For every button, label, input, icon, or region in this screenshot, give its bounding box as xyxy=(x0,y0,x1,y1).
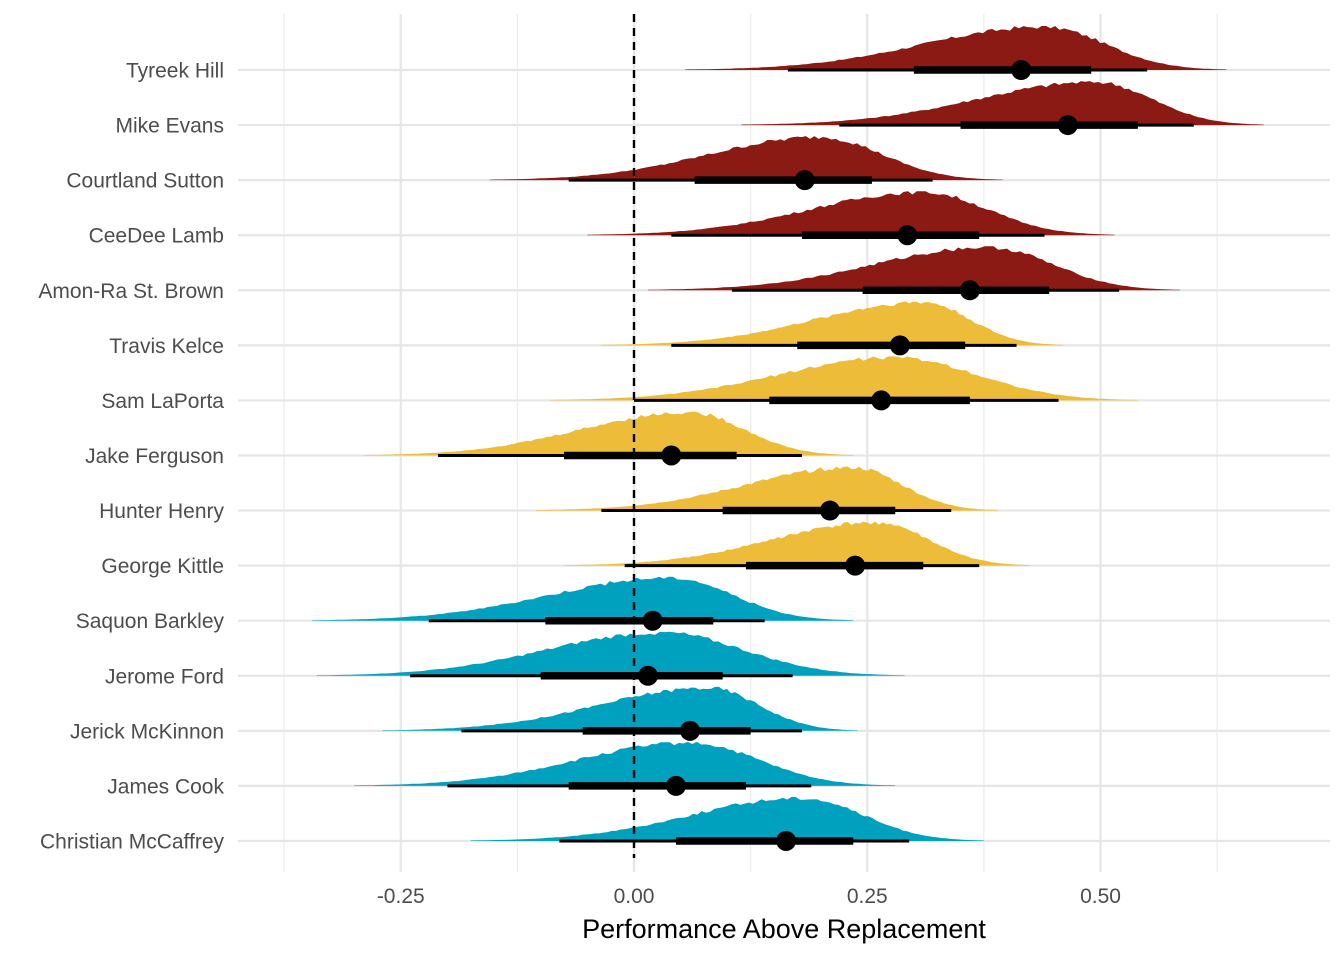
density-jake-ferguson xyxy=(363,411,854,456)
row-label: Jake Ferguson xyxy=(85,445,224,468)
x-tick-label: 0.25 xyxy=(847,885,888,908)
median-point-mike-evans xyxy=(1057,115,1078,136)
x-tick-label: -0.25 xyxy=(377,885,425,908)
density-jerome-ford xyxy=(316,631,905,676)
row-label: George Kittle xyxy=(101,555,224,578)
density-travis-kelce xyxy=(601,301,1064,346)
median-point-ceedee-lamb xyxy=(897,225,918,246)
median-point-tyreek-hill xyxy=(1011,60,1032,80)
interval-layer xyxy=(410,60,1194,851)
median-point-courtland-sutton xyxy=(794,170,815,191)
x-axis-title: Performance Above Replacement xyxy=(582,914,986,944)
median-point-christian-mccaffrey xyxy=(776,830,797,851)
median-point-james-cook xyxy=(665,775,686,796)
x-tick-label: 0.50 xyxy=(1080,885,1121,908)
density-jerick-mckinnon xyxy=(382,686,858,731)
density-tyreek-hill xyxy=(685,26,1227,70)
median-point-travis-kelce xyxy=(889,335,910,356)
density-sam-laporta xyxy=(550,356,1138,401)
median-point-jerome-ford xyxy=(637,665,658,686)
x-axis-ticks: -0.25 0.00 0.25 0.50 xyxy=(377,885,1121,908)
density-mike-evans xyxy=(741,81,1264,126)
density-amon-ra-st-brown xyxy=(648,246,1180,291)
median-point-jerick-mckinnon xyxy=(679,720,700,741)
row-label: Sam LaPorta xyxy=(101,390,224,413)
density-george-kittle xyxy=(564,521,1031,566)
row-label: Courtland Sutton xyxy=(66,170,224,193)
row-label: Hunter Henry xyxy=(99,500,224,523)
median-point-amon-ra-st-brown xyxy=(959,280,980,301)
density-hunter-henry xyxy=(536,466,998,511)
median-point-sam-laporta xyxy=(871,390,892,411)
median-point-saquon-barkley xyxy=(642,610,663,631)
row-label: Mike Evans xyxy=(115,115,224,138)
row-label: CeeDee Lamb xyxy=(89,225,224,248)
density-james-cook xyxy=(354,741,896,786)
density-ceedee-lamb xyxy=(587,191,1115,236)
row-label: Christian McCaffrey xyxy=(40,830,224,853)
density-courtland-sutton xyxy=(489,136,1003,181)
density-layer xyxy=(312,26,1264,841)
median-point-jake-ferguson xyxy=(661,445,682,466)
median-point-george-kittle xyxy=(845,555,866,576)
x-tick-label: 0.00 xyxy=(614,885,655,908)
row-label: James Cook xyxy=(107,775,224,798)
row-label: Jerome Ford xyxy=(105,665,224,688)
row-label: Jerick McKinnon xyxy=(70,720,224,743)
density-saquon-barkley xyxy=(312,576,854,621)
density-christian-mccaffrey xyxy=(470,797,984,841)
median-point-hunter-henry xyxy=(819,500,840,521)
row-label-layer: Tyreek Hill Mike Evans Courtland Sutton Cee… xyxy=(38,60,224,854)
row-label: Saquon Barkley xyxy=(76,610,225,633)
row-label: Travis Kelce xyxy=(109,335,224,358)
row-label: Tyreek Hill xyxy=(126,60,224,83)
row-label: Amon-Ra St. Brown xyxy=(38,280,224,303)
